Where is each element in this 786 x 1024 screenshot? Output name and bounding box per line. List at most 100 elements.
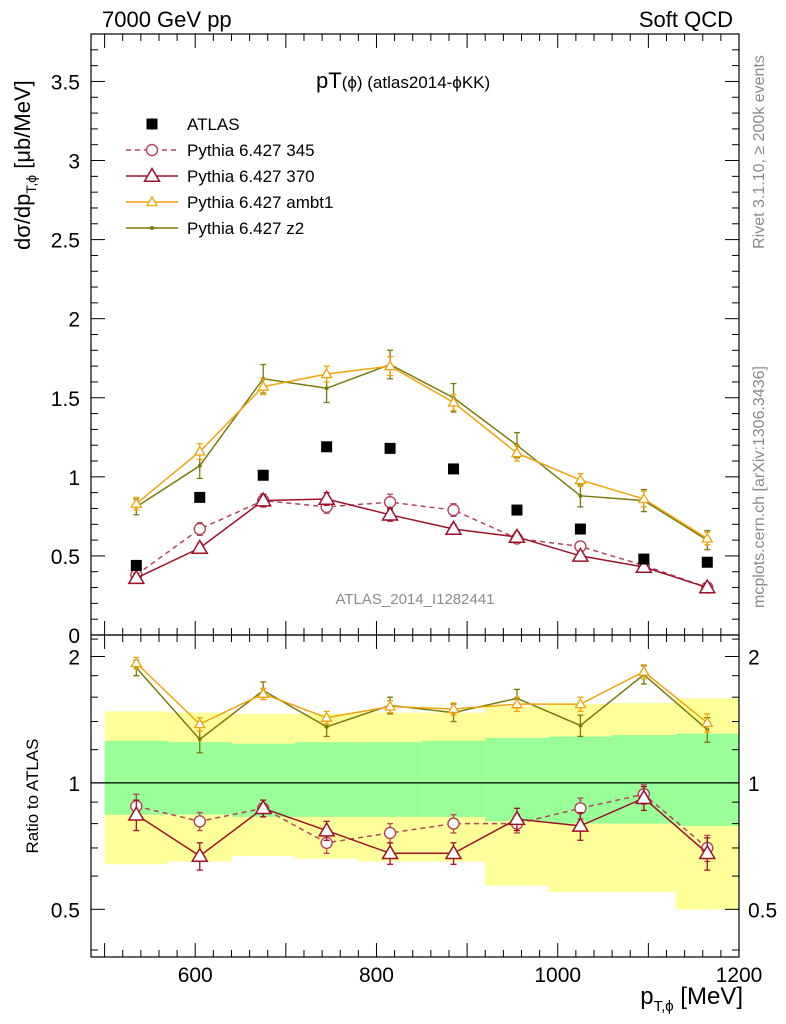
ratio-y-tick-label-right: 2 [748,646,760,669]
data-point [635,558,653,573]
data-point [701,716,714,727]
legend-marker [145,195,159,207]
main-series-pythia-6-427-ambt1 [130,355,714,546]
data-point [190,846,209,862]
data-point [571,816,590,832]
ratio-series-pythia-6-427-370 [127,785,717,871]
legend-label: Pythia 6.427 ambt1 [187,193,333,212]
y-tick-label: 2.5 [51,230,80,253]
y-tick-label: 1.5 [51,388,80,411]
uncertainty-band-green [358,742,422,817]
x-tick-label: 1200 [716,964,763,987]
legend-marker [150,226,154,230]
ratio-y-tick-label: 2 [68,646,80,669]
data-point [321,441,333,453]
ratio-plot-frame [90,634,740,958]
data-point [701,556,713,568]
data-point [511,504,523,516]
data-point [638,553,650,565]
legend-label: Pythia 6.427 370 [187,167,315,186]
analysis-label: ATLAS_2014_I1282441 [335,591,494,608]
data-point [574,473,587,485]
data-point [381,505,399,521]
data-point [197,463,202,468]
data-point [197,737,202,742]
ratio-series-pythia-6-427-ambt1 [130,656,714,733]
y-tick-label: 0 [68,625,80,648]
data-point [510,446,524,458]
y-tick-label: 3 [68,151,80,174]
data-point [257,469,269,481]
data-point [127,569,146,585]
x-tick-label: 1000 [534,964,581,987]
ratio-y-axis-label: Ratio to ATLAS [23,739,42,854]
data-point [447,817,460,830]
data-point [193,522,206,536]
data-point [571,546,590,562]
series-line [135,797,708,857]
uncertainty-band-green [294,742,359,817]
legend-label: Pythia 6.427 z2 [187,219,304,238]
data-point [193,815,206,828]
header-left: 7000 GeV pp [102,7,232,32]
series-line [135,499,708,589]
series-line [135,365,708,540]
main-series-atlas [130,441,713,571]
data-point [698,844,717,860]
x-tick-label: 600 [178,964,213,987]
data-point [448,463,460,475]
chart-title: pT(ϕ) (atlas2014-ϕKK) [316,68,490,93]
series-line [135,667,708,741]
data-point [130,559,142,571]
main-series-pythia-6-427-345 [130,493,714,594]
y-axis-label: dσ/dpT,ϕ [μb/MeV] [10,80,39,250]
data-point [324,386,329,391]
data-point [381,844,399,860]
uncertainty-band-green [168,742,232,815]
ratio-y-tick-label: 0.5 [51,899,80,922]
data-point [574,697,587,709]
legend-marker [143,167,161,182]
legend-label: ATLAS [187,115,240,134]
y-tick-label: 1 [68,467,80,490]
data-point [578,493,583,498]
x-tick-label: 800 [359,964,394,987]
data-point [578,723,583,728]
data-point [130,497,143,508]
data-point [193,445,206,456]
data-point [254,799,273,815]
x-axis-label: pT,ϕ [MeV] [640,983,743,1015]
header-right: Soft QCD [639,7,733,32]
ratio-y-tick-label-right: 0.5 [748,899,777,922]
data-point [383,826,397,840]
series-line [135,498,708,589]
data-point [383,359,397,371]
data-point [447,396,460,407]
series-line [136,793,708,849]
legend-marker [145,143,159,157]
ratio-y-tick-label-right: 1 [748,773,760,796]
data-point [190,539,209,555]
data-point [701,532,714,543]
data-point [317,821,336,837]
data-point [384,442,396,454]
uncertainty-band-green [675,733,739,826]
y-tick-label: 2 [68,309,80,332]
data-point [444,844,463,860]
data-point [447,503,460,517]
data-point [320,711,333,722]
rivet-version-text: Rivet 3.1.10, ≥ 200k events [751,55,768,249]
series-line [135,363,708,541]
data-point [637,492,650,504]
data-point [257,380,270,391]
data-point [130,656,143,668]
ratio-y-tick-label: 1 [68,773,80,796]
data-point [574,523,586,535]
data-point [317,490,336,505]
mcplots-text: mcplots.cern.ch [arXiv:1306.3436] [751,366,768,608]
data-point [510,697,524,709]
data-point [698,578,717,594]
data-point [193,717,206,729]
